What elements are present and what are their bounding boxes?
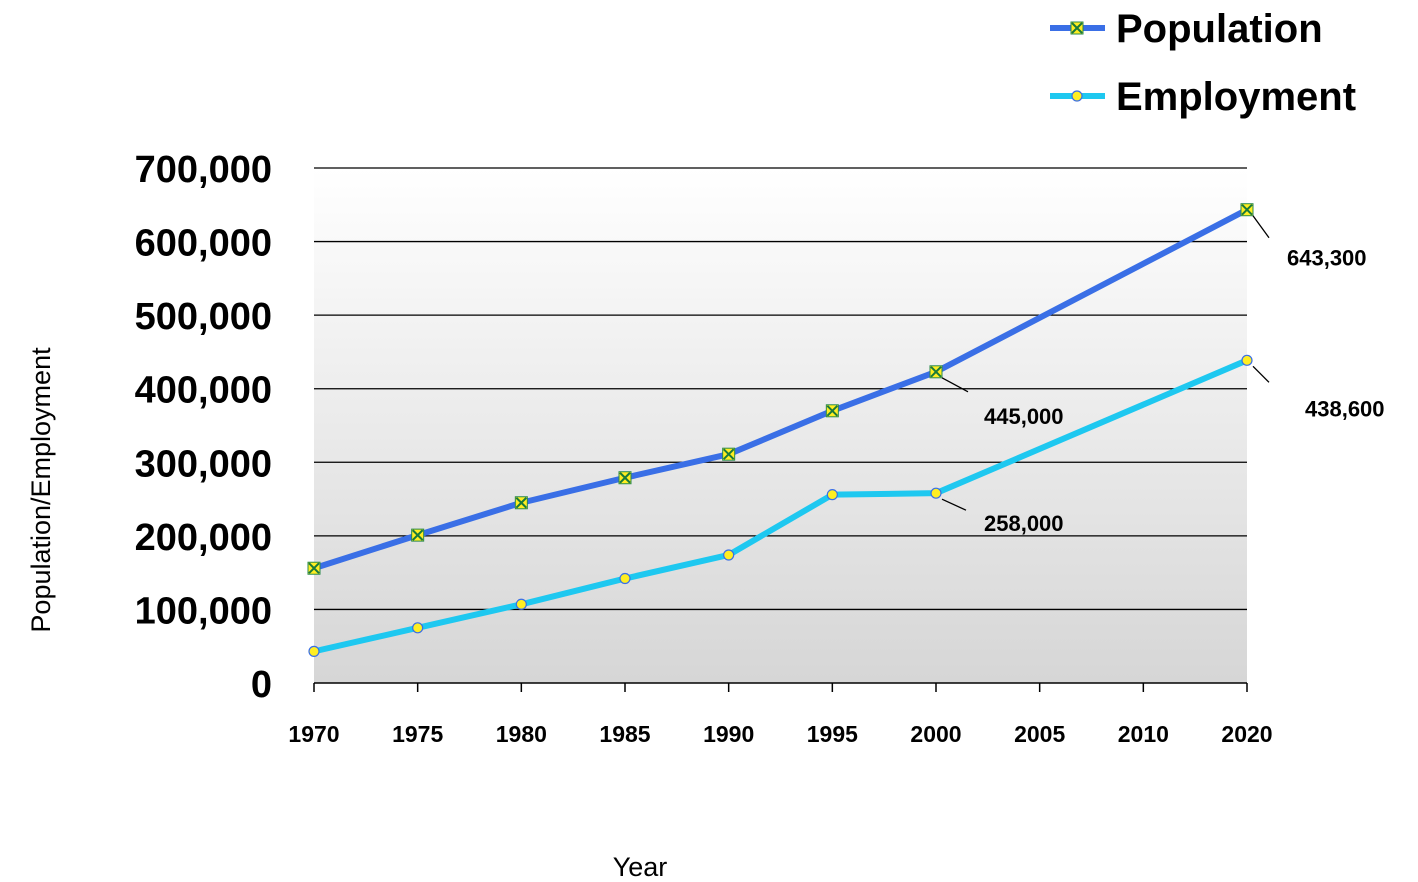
axes [313,682,1248,692]
y-tick-label: 700,000 [135,149,272,191]
gridlines [314,167,1247,611]
y-axis-label: Population/Employment [26,347,56,633]
data-point-employment [930,487,942,499]
x-tick-label: 1970 [288,721,339,747]
annotation-leader [941,498,967,511]
data-point-population [307,561,321,575]
data-annotations: 643,300 445,000 438,600 258,000 [941,215,1385,536]
data-point-population [1240,203,1254,217]
series-employment [308,354,1253,657]
series-line-employment [313,357,1249,655]
data-point-population [825,404,839,418]
x-tick-labels: 1970 1975 1980 1985 1990 1995 2000 2005 2010 2020 [288,721,1272,747]
x-tick-label: 2010 [1118,721,1169,747]
x-axis-label: Year [613,852,668,882]
legend-item-employment: Employment [1050,75,1356,119]
data-point-population [929,365,943,379]
x-tick-label: 2005 [1014,721,1065,747]
series-population [307,203,1254,575]
x-tick-label: 1990 [703,721,754,747]
y-tick-label: 100,000 [135,590,272,632]
x-tick-label: 2000 [910,721,961,747]
y-tick-label: 500,000 [135,296,272,338]
y-tick-label: 200,000 [135,517,272,559]
legend: Population Employment [1050,7,1356,119]
y-tick-label: 600,000 [135,223,272,265]
legend-label: Population [1116,7,1323,51]
series-line-population [313,207,1249,572]
legend-marker [1070,21,1084,35]
series [307,203,1254,657]
legend-item-population: Population [1050,7,1323,51]
x-tick-label: 2020 [1221,721,1272,747]
data-point-population [618,471,632,485]
data-point-employment [723,549,735,561]
y-tick-label: 400,000 [135,370,272,412]
x-tick-label: 1985 [599,721,650,747]
annotation-leader [1252,365,1270,383]
data-point-employment [308,645,320,657]
data-point-population [514,496,528,510]
data-point-population [411,528,425,542]
data-label: 643,300 [1287,246,1367,271]
annotation-leader [941,377,969,393]
y-tick-label: 0 [251,664,272,706]
legend-marker [1071,90,1083,102]
x-tick-label: 1995 [807,721,858,747]
y-tick-label: 300,000 [135,443,272,485]
data-label: 445,000 [984,404,1064,429]
data-point-population [722,447,736,461]
data-label: 438,600 [1305,396,1385,421]
x-tick-label: 1975 [392,721,443,747]
data-point-employment [1241,354,1253,366]
data-point-employment [412,622,424,634]
y-tick-labels: 0 100,000 200,000 300,000 400,000 500,000 600,… [135,149,272,706]
legend-label: Employment [1116,75,1356,119]
data-point-employment [515,598,527,610]
data-point-employment [826,489,838,501]
plot-area [314,168,1247,683]
annotation-leader [1252,215,1270,239]
data-label: 258,000 [984,511,1064,536]
x-tick-label: 1980 [496,721,547,747]
data-point-employment [619,572,631,585]
